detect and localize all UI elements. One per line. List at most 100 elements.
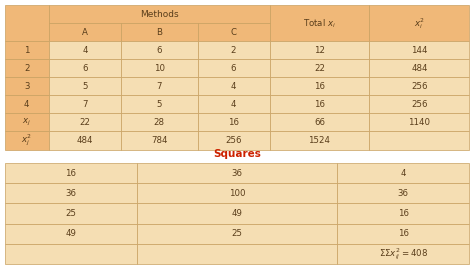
Bar [49, 77, 121, 96]
Bar [270, 5, 369, 41]
Bar [137, 163, 337, 183]
Text: 1140: 1140 [408, 118, 430, 127]
Text: $\Sigma\Sigma x_{ij}^{2}=408$: $\Sigma\Sigma x_{ij}^{2}=408$ [379, 246, 428, 262]
Text: 256: 256 [225, 136, 242, 145]
Text: 5: 5 [82, 82, 88, 91]
Text: 4: 4 [231, 82, 236, 91]
Text: 10: 10 [154, 64, 164, 73]
Bar [5, 132, 49, 150]
Bar [121, 132, 198, 150]
Text: 5: 5 [156, 100, 162, 109]
Text: 16: 16 [314, 100, 325, 109]
Text: 16: 16 [65, 168, 76, 178]
Bar [49, 5, 270, 23]
Text: 22: 22 [79, 118, 91, 127]
Text: 16: 16 [228, 118, 239, 127]
Text: 25: 25 [65, 209, 76, 218]
Text: 28: 28 [154, 118, 164, 127]
Bar [369, 96, 469, 113]
Bar [369, 132, 469, 150]
Text: 2: 2 [24, 64, 29, 73]
Bar [198, 77, 270, 96]
Text: 36: 36 [231, 168, 243, 178]
Text: 25: 25 [231, 229, 243, 238]
Text: 3: 3 [24, 82, 29, 91]
Text: 12: 12 [314, 46, 325, 55]
Bar [369, 60, 469, 77]
Bar [49, 132, 121, 150]
Text: 36: 36 [65, 189, 76, 198]
Text: $x_{j}^{2}$: $x_{j}^{2}$ [21, 133, 32, 148]
Bar [5, 5, 49, 41]
Bar [270, 77, 369, 96]
Bar [270, 113, 369, 132]
Bar [5, 96, 49, 113]
Bar [49, 60, 121, 77]
Bar [198, 23, 270, 41]
Text: 484: 484 [77, 136, 93, 145]
Bar [5, 113, 49, 132]
Text: 22: 22 [314, 64, 325, 73]
Bar [198, 96, 270, 113]
Bar [198, 41, 270, 60]
Bar [5, 244, 137, 264]
Bar [121, 113, 198, 132]
Text: 6: 6 [231, 64, 236, 73]
Text: 6: 6 [82, 64, 88, 73]
Bar [198, 60, 270, 77]
Bar [369, 5, 469, 41]
Bar [369, 41, 469, 60]
Text: B: B [156, 28, 162, 37]
Bar [121, 41, 198, 60]
Text: 484: 484 [411, 64, 428, 73]
Text: 256: 256 [411, 100, 428, 109]
Text: 256: 256 [411, 82, 428, 91]
Text: 4: 4 [82, 46, 88, 55]
Bar [369, 77, 469, 96]
Bar [137, 203, 337, 224]
Text: 16: 16 [398, 229, 409, 238]
Text: 66: 66 [314, 118, 325, 127]
Text: 4: 4 [24, 100, 29, 109]
Bar [198, 113, 270, 132]
Text: 100: 100 [229, 189, 245, 198]
Text: 16: 16 [398, 209, 409, 218]
Bar [137, 183, 337, 203]
Bar [5, 60, 49, 77]
Text: $x_{i}^{2}$: $x_{i}^{2}$ [414, 16, 425, 31]
Bar [337, 224, 469, 244]
Text: $x_{j}$: $x_{j}$ [22, 117, 31, 128]
Text: 7: 7 [156, 82, 162, 91]
Bar [337, 244, 469, 264]
Text: 4: 4 [231, 100, 236, 109]
Bar [121, 23, 198, 41]
Text: 2: 2 [231, 46, 236, 55]
Bar [137, 244, 337, 264]
Bar [121, 60, 198, 77]
Text: C: C [230, 28, 237, 37]
Text: 1: 1 [24, 46, 29, 55]
Text: A: A [82, 28, 88, 37]
Text: Methods: Methods [140, 10, 179, 19]
Text: 144: 144 [411, 46, 428, 55]
Text: 49: 49 [65, 229, 76, 238]
Bar [337, 163, 469, 183]
Text: Squares: Squares [213, 149, 261, 159]
Text: 16: 16 [314, 82, 325, 91]
Text: 49: 49 [232, 209, 242, 218]
Bar [270, 96, 369, 113]
Bar [270, 41, 369, 60]
Bar [369, 113, 469, 132]
Bar [5, 183, 137, 203]
Text: 36: 36 [398, 189, 409, 198]
Text: 4: 4 [401, 168, 406, 178]
Bar [5, 203, 137, 224]
Bar [137, 224, 337, 244]
Bar [198, 132, 270, 150]
Bar [121, 77, 198, 96]
Text: 784: 784 [151, 136, 167, 145]
Bar [270, 132, 369, 150]
Bar [49, 113, 121, 132]
Text: 6: 6 [156, 46, 162, 55]
Text: 7: 7 [82, 100, 88, 109]
